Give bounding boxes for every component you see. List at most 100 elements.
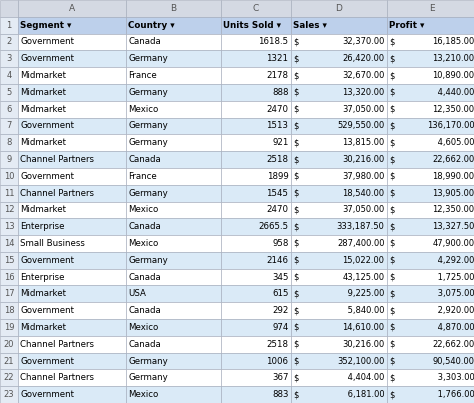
Text: 6,181.00: 6,181.00 xyxy=(345,390,384,399)
Bar xyxy=(221,118,291,134)
Text: Germany: Germany xyxy=(128,54,168,63)
Text: 13,210.00: 13,210.00 xyxy=(432,54,474,63)
Text: $: $ xyxy=(390,239,395,248)
Text: $: $ xyxy=(293,54,299,63)
Text: 17: 17 xyxy=(4,289,14,298)
Text: 292: 292 xyxy=(272,306,289,315)
Text: $: $ xyxy=(390,340,395,349)
Bar xyxy=(0,202,18,218)
Bar xyxy=(221,370,291,386)
Text: 136,170.00: 136,170.00 xyxy=(427,121,474,131)
Bar xyxy=(18,370,126,386)
Bar xyxy=(18,168,126,185)
Text: $: $ xyxy=(390,206,395,214)
Text: $: $ xyxy=(293,239,299,248)
Text: $: $ xyxy=(293,340,299,349)
Bar xyxy=(126,84,221,101)
Bar xyxy=(0,302,18,319)
Bar xyxy=(221,336,291,353)
Text: 2,920.00: 2,920.00 xyxy=(435,306,474,315)
Text: $: $ xyxy=(293,88,299,97)
Bar xyxy=(387,50,474,67)
Bar xyxy=(291,151,387,168)
Text: 37,050.00: 37,050.00 xyxy=(342,206,384,214)
Bar xyxy=(291,101,387,118)
Text: 2665.5: 2665.5 xyxy=(258,222,289,231)
Bar xyxy=(18,285,126,302)
Bar xyxy=(18,185,126,202)
Text: 18,990.00: 18,990.00 xyxy=(432,172,474,181)
Text: $: $ xyxy=(390,54,395,63)
Bar xyxy=(18,0,126,17)
Bar xyxy=(0,285,18,302)
Text: 19: 19 xyxy=(4,323,14,332)
Bar xyxy=(221,50,291,67)
Text: 32,370.00: 32,370.00 xyxy=(342,37,384,46)
Bar xyxy=(126,235,221,252)
Bar xyxy=(221,185,291,202)
Text: Government: Government xyxy=(20,54,74,63)
Text: $: $ xyxy=(293,172,299,181)
Bar xyxy=(291,285,387,302)
Text: $: $ xyxy=(293,138,299,147)
Text: Germany: Germany xyxy=(128,189,168,197)
Bar xyxy=(387,302,474,319)
Text: $: $ xyxy=(293,306,299,315)
Text: 14: 14 xyxy=(4,239,14,248)
Text: 3: 3 xyxy=(6,54,12,63)
Text: 15: 15 xyxy=(4,256,14,265)
Bar xyxy=(126,168,221,185)
Bar xyxy=(291,33,387,50)
Bar xyxy=(126,386,221,403)
Text: 921: 921 xyxy=(272,138,289,147)
Text: Government: Government xyxy=(20,390,74,399)
Text: 5: 5 xyxy=(6,88,12,97)
Text: 2470: 2470 xyxy=(266,206,289,214)
Text: Government: Government xyxy=(20,172,74,181)
Bar xyxy=(291,134,387,151)
Bar xyxy=(0,118,18,134)
Bar xyxy=(18,118,126,134)
Bar xyxy=(387,33,474,50)
Bar xyxy=(387,252,474,269)
Bar xyxy=(387,235,474,252)
Bar xyxy=(387,118,474,134)
Bar xyxy=(221,302,291,319)
Bar xyxy=(18,302,126,319)
Text: Canada: Canada xyxy=(128,222,161,231)
Text: 37,980.00: 37,980.00 xyxy=(342,172,384,181)
Text: 7: 7 xyxy=(6,121,12,131)
Bar xyxy=(18,336,126,353)
Text: C: C xyxy=(253,4,259,13)
Bar xyxy=(387,269,474,285)
Text: $: $ xyxy=(293,323,299,332)
Bar xyxy=(18,386,126,403)
Bar xyxy=(291,185,387,202)
Text: $: $ xyxy=(390,306,395,315)
Text: $: $ xyxy=(390,357,395,366)
Text: $: $ xyxy=(390,222,395,231)
Text: $: $ xyxy=(293,105,299,114)
Bar xyxy=(291,269,387,285)
Text: Canada: Canada xyxy=(128,155,161,164)
Text: Channel Partners: Channel Partners xyxy=(20,189,94,197)
Bar xyxy=(126,218,221,235)
Text: 18: 18 xyxy=(4,306,14,315)
Text: $: $ xyxy=(390,88,395,97)
Bar xyxy=(126,101,221,118)
Text: Government: Government xyxy=(20,37,74,46)
Bar xyxy=(291,370,387,386)
Text: Segment ▾: Segment ▾ xyxy=(20,21,72,30)
Bar xyxy=(221,386,291,403)
Bar xyxy=(0,17,18,33)
Text: Enterprise: Enterprise xyxy=(20,272,65,282)
Text: Government: Government xyxy=(20,121,74,131)
Text: 90,540.00: 90,540.00 xyxy=(432,357,474,366)
Bar xyxy=(387,353,474,370)
Text: 1321: 1321 xyxy=(266,54,289,63)
Text: Country ▾: Country ▾ xyxy=(128,21,175,30)
Text: 2178: 2178 xyxy=(266,71,289,80)
Text: $: $ xyxy=(390,256,395,265)
Bar xyxy=(0,67,18,84)
Bar xyxy=(291,168,387,185)
